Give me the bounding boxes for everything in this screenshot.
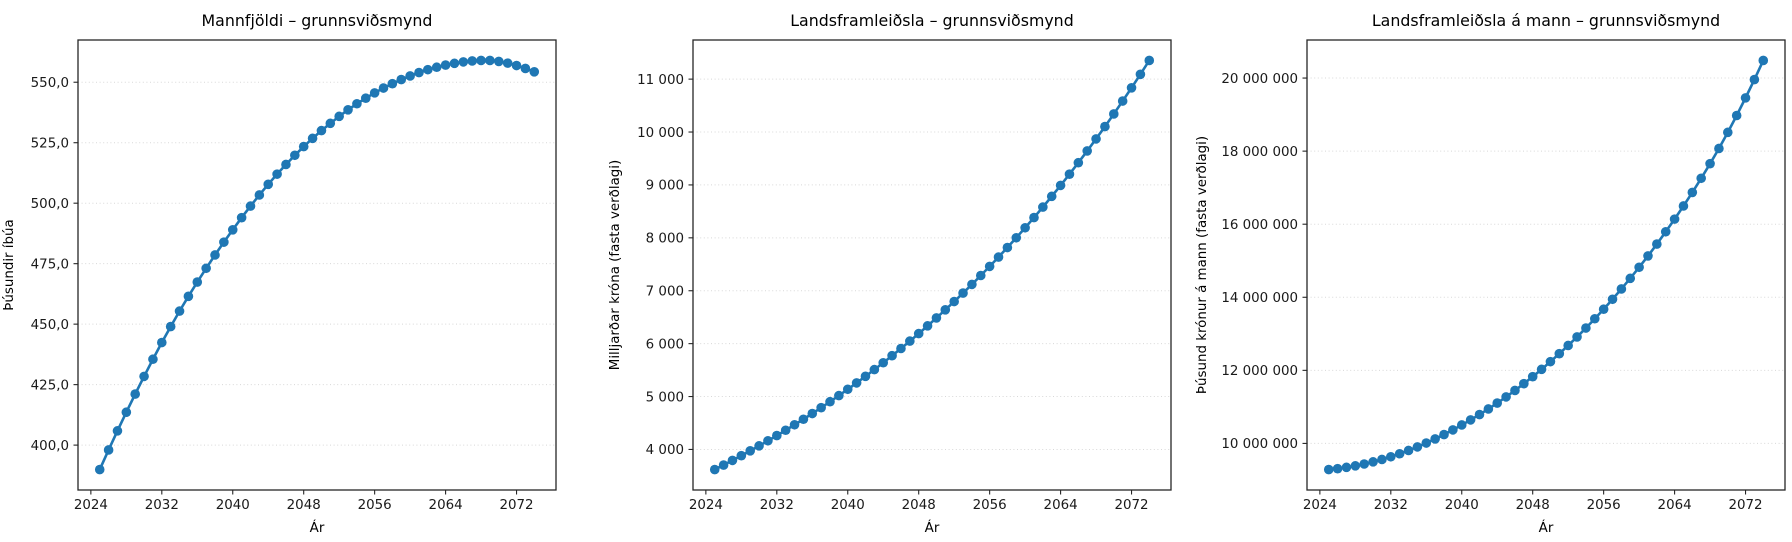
svg-text:11 000: 11 000 (637, 73, 684, 88)
svg-text:550,0: 550,0 (31, 76, 69, 91)
svg-text:2056: 2056 (1587, 498, 1621, 513)
svg-text:425,0: 425,0 (31, 378, 69, 393)
plot-area-gdp-per-capita: 10 000 000 12 000 000 14 000 000 16 000 000… (1221, 39, 1786, 513)
svg-text:2040: 2040 (831, 498, 865, 513)
svg-text:2048: 2048 (902, 498, 936, 513)
svg-text:12 000 000: 12 000 000 (1221, 364, 1298, 379)
svg-text:2072: 2072 (1729, 498, 1763, 513)
svg-text:4 000: 4 000 (646, 443, 684, 458)
svg-text:400,0: 400,0 (31, 439, 69, 454)
y-axis-label-gdp-per-capita: Þúsund krónur á mann (fasta verðlagi) (1194, 136, 1210, 394)
svg-text:2024: 2024 (689, 498, 723, 513)
svg-text:10 000 000: 10 000 000 (1221, 437, 1298, 452)
svg-text:8 000: 8 000 (646, 232, 684, 247)
svg-text:2056: 2056 (358, 498, 392, 513)
svg-text:525,0: 525,0 (31, 137, 69, 152)
svg-text:9 000: 9 000 (646, 179, 684, 194)
svg-text:2048: 2048 (1516, 498, 1550, 513)
plot-area-population: 400,0 425,0 450,0 475,0 500,0 525,0 550,0 2024 2… (31, 39, 557, 513)
svg-text:2048: 2048 (287, 498, 321, 513)
svg-text:2024: 2024 (1303, 498, 1337, 513)
svg-text:2064: 2064 (1658, 498, 1692, 513)
svg-text:500,0: 500,0 (31, 197, 69, 212)
svg-text:10 000: 10 000 (637, 126, 684, 141)
svg-text:2064: 2064 (429, 498, 463, 513)
y-axis-label-gdp: Milljarðar króna (fasta verðlagi) (607, 160, 623, 370)
chart-gdp-per-capita: 10 000 000 12 000 000 14 000 000 16 000 000… (1194, 0, 1792, 542)
svg-text:2064: 2064 (1044, 498, 1078, 513)
svg-text:2024: 2024 (74, 498, 108, 513)
chart-title-gdp: Landsframleiðsla – grunnsviðsmynd (790, 11, 1073, 30)
svg-text:2056: 2056 (973, 498, 1007, 513)
svg-text:20 000 000: 20 000 000 (1221, 72, 1298, 87)
svg-text:5 000: 5 000 (646, 390, 684, 405)
svg-text:18 000 000: 18 000 000 (1221, 145, 1298, 160)
chart-gdp: 4 000 5 000 6 000 7 000 8 000 9 000 10 000 11 0… (597, 0, 1194, 542)
x-axis-label-gdp: Ár (925, 518, 940, 536)
chart-title-gdp-per-capita: Landsframleiðsla á mann – grunnsviðsmynd (1372, 11, 1720, 30)
x-axis-label-gdp-per-capita: Ár (1539, 518, 1554, 536)
svg-text:450,0: 450,0 (31, 318, 69, 333)
chart-title-population: Mannfjöldi – grunnsviðsmynd (202, 11, 433, 30)
plot-area-gdp: 4 000 5 000 6 000 7 000 8 000 9 000 10 000 11 0… (637, 39, 1172, 513)
y-axis-label-population: Þúsundir íbúa (1, 219, 17, 310)
svg-text:2072: 2072 (500, 498, 534, 513)
x-axis-label-population: Ár (310, 518, 325, 536)
svg-text:2032: 2032 (760, 498, 794, 513)
svg-text:16 000 000: 16 000 000 (1221, 218, 1298, 233)
svg-text:2032: 2032 (1374, 498, 1408, 513)
svg-text:2040: 2040 (1445, 498, 1479, 513)
svg-text:7 000: 7 000 (646, 285, 684, 300)
svg-text:14 000 000: 14 000 000 (1221, 291, 1298, 306)
svg-text:2032: 2032 (145, 498, 179, 513)
svg-text:6 000: 6 000 (646, 337, 684, 352)
svg-text:475,0: 475,0 (31, 257, 69, 272)
svg-text:2040: 2040 (216, 498, 250, 513)
chart-population: 400,0 425,0 450,0 475,0 500,0 525,0 550,0 2024 2… (0, 0, 597, 542)
svg-text:2072: 2072 (1115, 498, 1149, 513)
